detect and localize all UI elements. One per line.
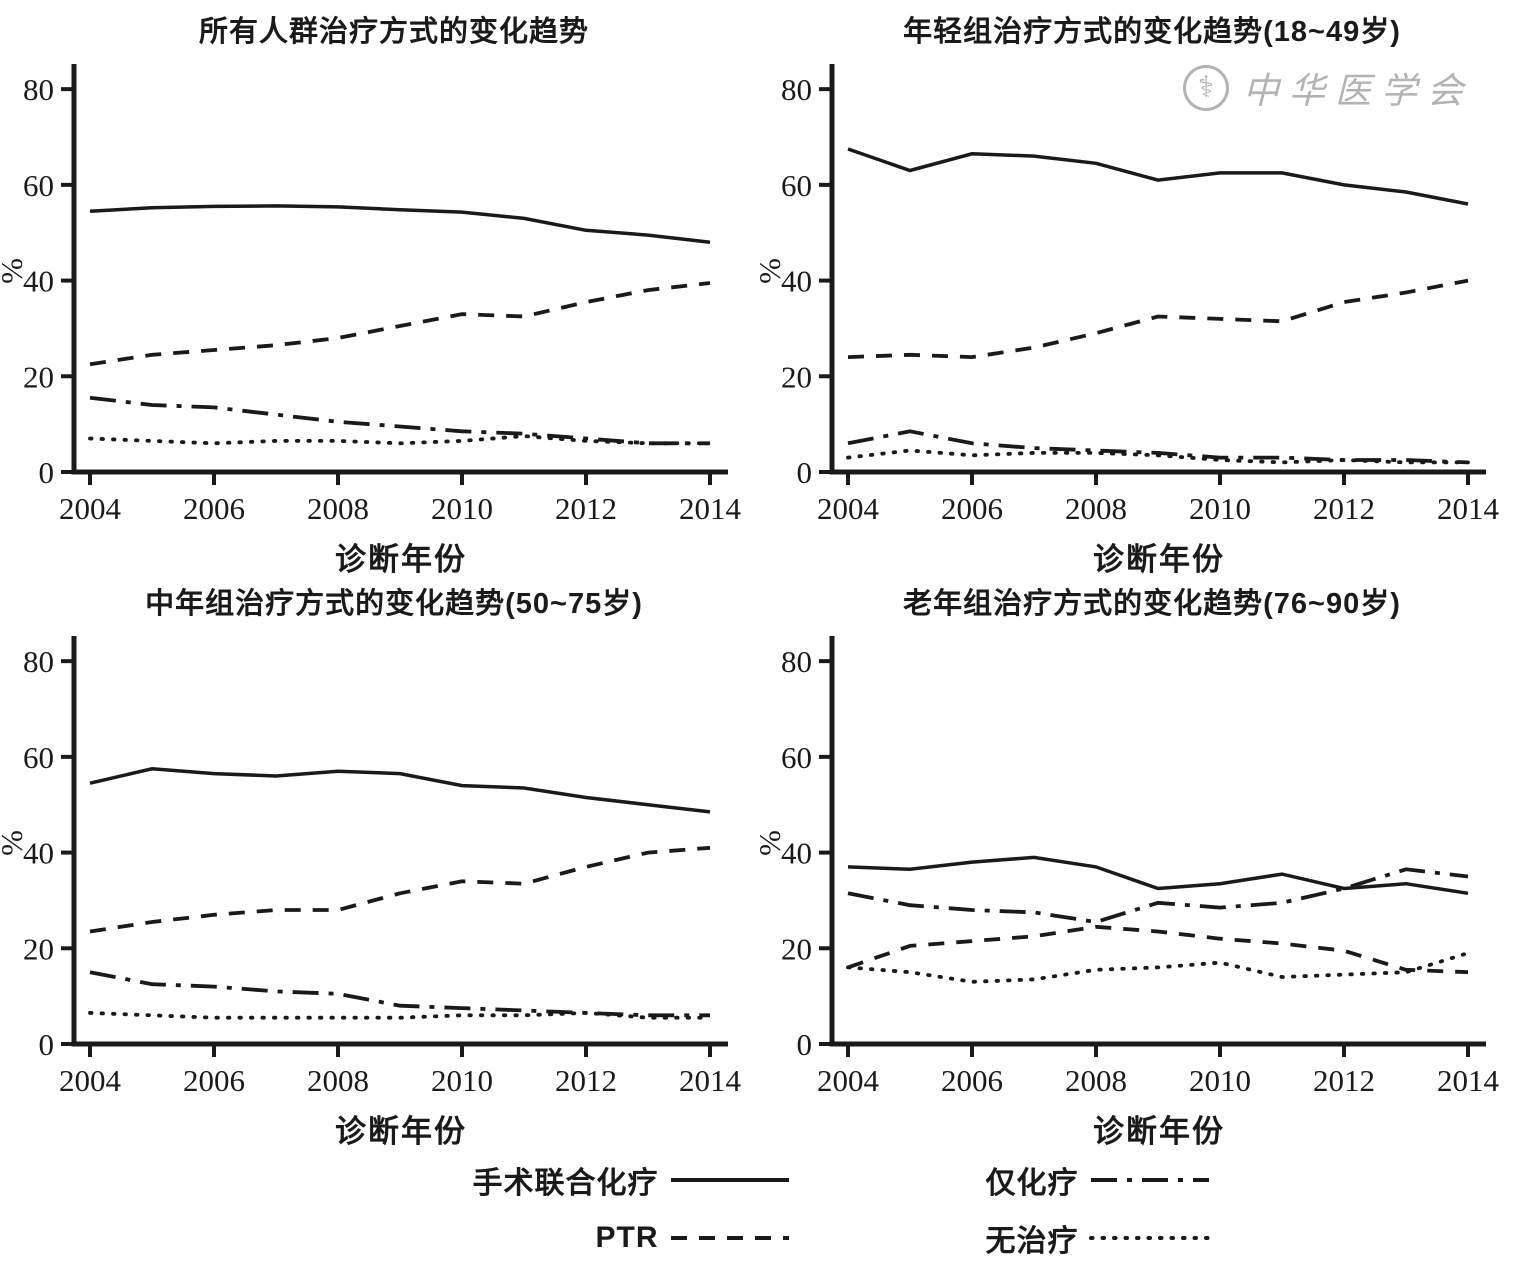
svg-text:2014: 2014 [1437, 1063, 1500, 1098]
chart-title: 老年组治疗方式的变化趋势(76~90岁) [903, 588, 1401, 620]
chart-elderly-group: 老年组治疗方式的变化趋势(76~90岁) 0 20 40 60 80 2004 2006 20… [758, 578, 1516, 1150]
svg-text:40: 40 [23, 264, 54, 299]
chart-plot-area: 0 20 40 60 80 2004 2006 2008 2010 2012 2014% 诊断年份 [758, 58, 1510, 578]
dashed-line-swatch-icon [669, 1230, 791, 1246]
svg-text:2008: 2008 [307, 1063, 369, 1098]
chart-title: 中年组治疗方式的变化趋势(50~75岁) [145, 588, 643, 620]
line-chart: 0 20 40 60 80 2004 2006 2008 2010 2012 2014% 诊断年份 [0, 64, 742, 577]
line-chart: 0 20 40 60 80 2004 2006 2008 2010 2012 2014% 诊断年份 [758, 636, 1500, 1149]
chart-title: 所有人群治疗方式的变化趋势 [198, 16, 589, 48]
svg-text:40: 40 [781, 264, 812, 299]
legend-item-surgery-chemo: 手术联合化疗 [431, 1158, 791, 1202]
svg-text:0: 0 [797, 1027, 813, 1062]
svg-text:2008: 2008 [1065, 1063, 1127, 1098]
svg-text:2008: 2008 [1065, 491, 1127, 526]
svg-text:2006: 2006 [183, 491, 245, 526]
svg-text:2012: 2012 [555, 491, 617, 526]
svg-text:2010: 2010 [431, 491, 493, 526]
legend-item-chemo-only: 仅化疗 [851, 1158, 1211, 1202]
chart-plot-area: 0 20 40 60 80 2004 2006 2008 2010 2012 2014% 诊断年份 [758, 630, 1510, 1150]
svg-text:2010: 2010 [1189, 491, 1251, 526]
legend-item-ptr: PTR [431, 1216, 791, 1260]
svg-text:40: 40 [23, 836, 54, 871]
svg-text:诊断年份: 诊断年份 [335, 1114, 467, 1149]
svg-text:2010: 2010 [431, 1063, 493, 1098]
svg-text:80: 80 [781, 644, 812, 679]
svg-text:0: 0 [39, 455, 55, 490]
legend-row: PTR 无治疗 [0, 1216, 1521, 1260]
chart-legend: 手术联合化疗 仅化疗 PTR 无治疗 [0, 1158, 1521, 1260]
svg-text:%: % [758, 830, 787, 856]
svg-text:诊断年份: 诊断年份 [1093, 542, 1225, 577]
svg-text:2004: 2004 [817, 491, 880, 526]
legend-label: 手术联合化疗 [472, 1167, 659, 1200]
svg-text:20: 20 [781, 931, 812, 966]
solid-line-swatch-icon [669, 1172, 791, 1188]
svg-text:2014: 2014 [679, 1063, 742, 1098]
svg-text:20: 20 [781, 359, 812, 394]
svg-text:80: 80 [23, 644, 54, 679]
svg-text:2006: 2006 [183, 1063, 245, 1098]
svg-text:%: % [0, 258, 29, 284]
charts-grid: 所有人群治疗方式的变化趋势 0 20 40 60 80 2004 2006 2008 2010 2… [0, 6, 1516, 1150]
svg-text:诊断年份: 诊断年份 [335, 542, 467, 577]
svg-text:2014: 2014 [679, 491, 742, 526]
svg-text:0: 0 [797, 455, 813, 490]
svg-text:2014: 2014 [1437, 491, 1500, 526]
svg-text:2004: 2004 [59, 1063, 122, 1098]
svg-text:80: 80 [781, 72, 812, 107]
svg-text:%: % [0, 830, 29, 856]
svg-text:2006: 2006 [941, 1063, 1003, 1098]
legend-label: PTR [595, 1221, 659, 1254]
svg-text:2012: 2012 [555, 1063, 617, 1098]
legend-item-no-treatment: 无治疗 [851, 1216, 1211, 1260]
svg-text:60: 60 [23, 740, 54, 775]
svg-text:2008: 2008 [307, 491, 369, 526]
line-chart: 0 20 40 60 80 2004 2006 2008 2010 2012 2014% 诊断年份 [758, 64, 1500, 577]
svg-text:诊断年份: 诊断年份 [1093, 1114, 1225, 1149]
dotted-line-swatch-icon [1088, 1230, 1211, 1246]
chart-plot-area: 0 20 40 60 80 2004 2006 2008 2010 2012 2014% 诊断年份 [0, 58, 752, 578]
svg-text:2012: 2012 [1313, 491, 1375, 526]
svg-text:2004: 2004 [59, 491, 122, 526]
svg-text:2012: 2012 [1313, 1063, 1375, 1098]
svg-text:2006: 2006 [941, 491, 1003, 526]
svg-text:%: % [758, 258, 787, 284]
svg-text:60: 60 [781, 168, 812, 203]
svg-text:60: 60 [23, 168, 54, 203]
legend-label: 无治疗 [985, 1225, 1079, 1258]
chart-middle-group: 中年组治疗方式的变化趋势(50~75岁) 0 20 40 60 80 2004 2006 20… [0, 578, 758, 1150]
chart-plot-area: 0 20 40 60 80 2004 2006 2008 2010 2012 2014% 诊断年份 [0, 630, 752, 1150]
chart-title: 年轻组治疗方式的变化趋势(18~49岁) [903, 16, 1401, 48]
svg-text:2010: 2010 [1189, 1063, 1251, 1098]
chart-all-population: 所有人群治疗方式的变化趋势 0 20 40 60 80 2004 2006 2008 2010 2… [0, 6, 758, 578]
svg-text:0: 0 [39, 1027, 55, 1062]
svg-text:40: 40 [781, 836, 812, 871]
line-chart: 0 20 40 60 80 2004 2006 2008 2010 2012 2014% 诊断年份 [0, 636, 742, 1149]
chart-young-group: 年轻组治疗方式的变化趋势(18~49岁) 0 20 40 60 80 2004 2006 20… [758, 6, 1516, 578]
svg-text:20: 20 [23, 359, 54, 394]
dashdot-line-swatch-icon [1089, 1172, 1211, 1188]
svg-text:20: 20 [23, 931, 54, 966]
legend-row: 手术联合化疗 仅化疗 [0, 1158, 1521, 1202]
svg-text:60: 60 [781, 740, 812, 775]
legend-label: 仅化疗 [985, 1167, 1079, 1200]
svg-text:2004: 2004 [817, 1063, 880, 1098]
svg-text:80: 80 [23, 72, 54, 107]
